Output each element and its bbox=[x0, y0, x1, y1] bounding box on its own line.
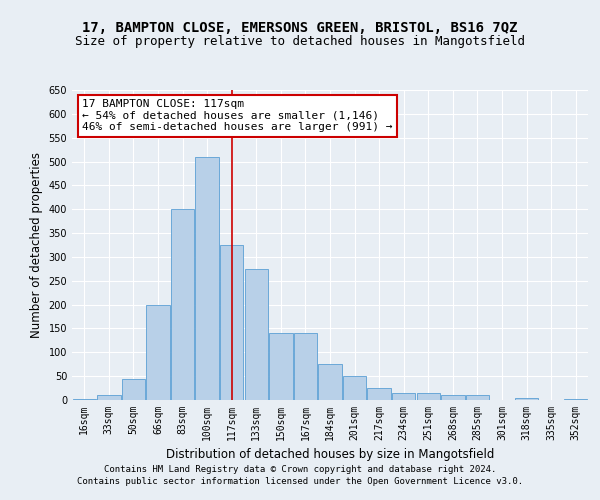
Text: Contains HM Land Registry data © Crown copyright and database right 2024.: Contains HM Land Registry data © Crown c… bbox=[104, 466, 496, 474]
Y-axis label: Number of detached properties: Number of detached properties bbox=[30, 152, 43, 338]
Text: 17, BAMPTON CLOSE, EMERSONS GREEN, BRISTOL, BS16 7QZ: 17, BAMPTON CLOSE, EMERSONS GREEN, BRIST… bbox=[82, 20, 518, 34]
Bar bbox=[220, 245, 244, 400]
Bar bbox=[392, 393, 415, 400]
Text: Size of property relative to detached houses in Mangotsfield: Size of property relative to detached ho… bbox=[75, 34, 525, 48]
Bar bbox=[122, 378, 145, 400]
Bar bbox=[416, 393, 440, 400]
Bar bbox=[367, 388, 391, 400]
Bar bbox=[146, 304, 170, 400]
Bar bbox=[73, 398, 96, 400]
Bar bbox=[515, 398, 538, 400]
Bar bbox=[97, 395, 121, 400]
Bar bbox=[343, 376, 366, 400]
Bar bbox=[564, 398, 587, 400]
Bar bbox=[245, 269, 268, 400]
Bar bbox=[441, 395, 464, 400]
Bar bbox=[269, 333, 293, 400]
Bar bbox=[171, 209, 194, 400]
Bar bbox=[196, 157, 219, 400]
Text: 17 BAMPTON CLOSE: 117sqm
← 54% of detached houses are smaller (1,146)
46% of sem: 17 BAMPTON CLOSE: 117sqm ← 54% of detach… bbox=[82, 100, 393, 132]
X-axis label: Distribution of detached houses by size in Mangotsfield: Distribution of detached houses by size … bbox=[166, 448, 494, 462]
Bar bbox=[294, 333, 317, 400]
Bar bbox=[319, 364, 341, 400]
Bar bbox=[466, 395, 489, 400]
Text: Contains public sector information licensed under the Open Government Licence v3: Contains public sector information licen… bbox=[77, 476, 523, 486]
